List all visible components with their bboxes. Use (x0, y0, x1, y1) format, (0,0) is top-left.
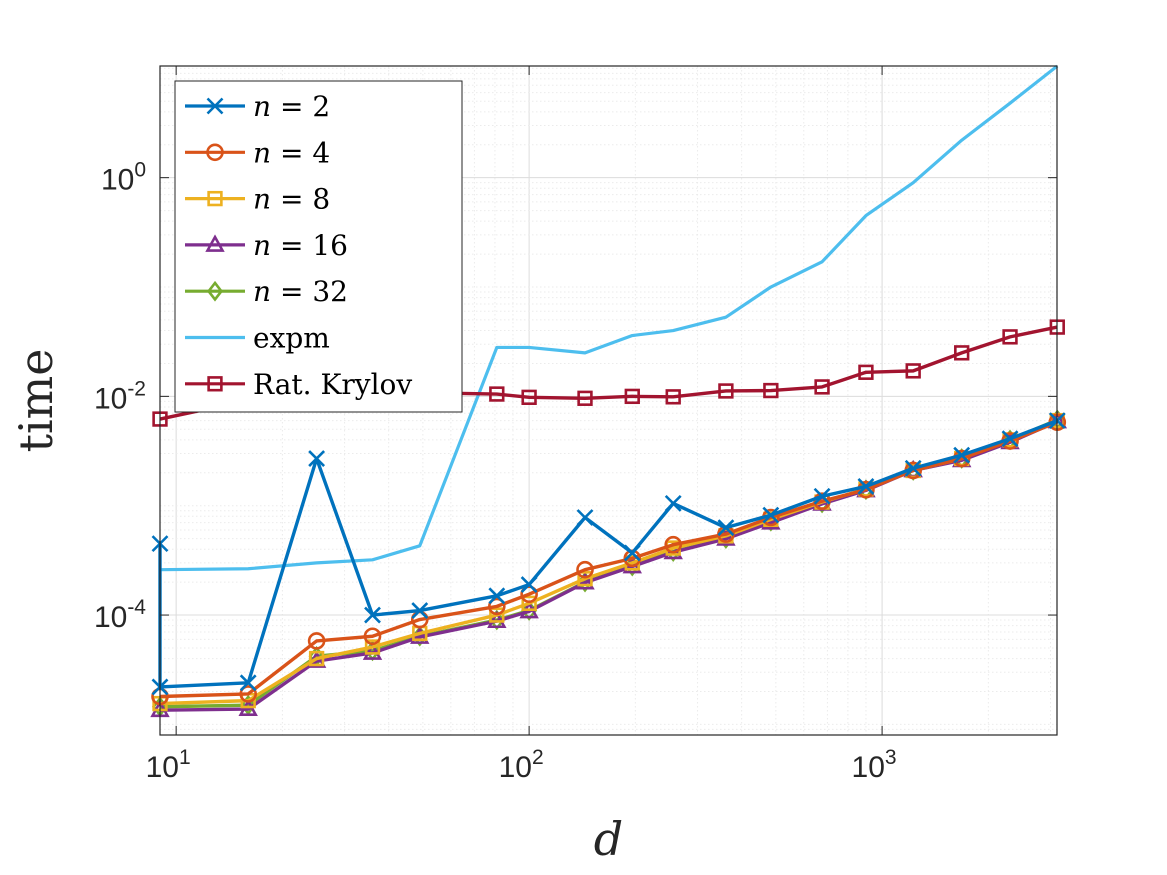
data-point (362, 642, 383, 660)
data-point (521, 595, 537, 612)
data-point (488, 597, 506, 616)
legend-label: n = 4 (253, 136, 330, 169)
data-point (520, 585, 538, 604)
data-point (858, 364, 874, 380)
legend-label: n = 8 (253, 183, 330, 216)
data-point (239, 674, 257, 692)
x-tick-label: 102 (499, 746, 544, 784)
data-point (487, 610, 507, 629)
data-point (307, 632, 326, 650)
legend-entry: n = 2 (185, 90, 330, 123)
legend-label: n = 16 (253, 229, 348, 262)
legend-entry: n = 32 (185, 275, 348, 308)
data-point (813, 487, 831, 505)
series-n-2 (151, 412, 1066, 696)
series-line (159, 64, 1059, 572)
data-point (954, 345, 970, 361)
legend-label: n = 32 (253, 275, 348, 308)
data-point (411, 602, 429, 619)
data-point (905, 363, 921, 379)
legend-label: Rat. Krylov (253, 368, 412, 401)
x-tick-label: 103 (852, 746, 897, 784)
series-line (159, 420, 1058, 699)
data-point (520, 576, 538, 593)
data-point (364, 606, 381, 624)
series-line (159, 419, 1058, 706)
data-point (953, 446, 971, 464)
data-point (813, 492, 831, 510)
legend-entry: expm (185, 322, 330, 355)
legend-marker (207, 376, 223, 392)
data-point (489, 386, 505, 402)
y-tick-label: 10-2 (94, 377, 146, 415)
x-axis-label: d (594, 812, 623, 866)
data-point (664, 535, 683, 554)
legend: n = 2 n = 4 n = 8 n = 16 n = 32 expm Rat. Kryl… (174, 80, 463, 413)
data-point (814, 379, 830, 395)
axis-ticks: 101 102 103 10-4 10-2 100 (94, 66, 1057, 784)
series-line (158, 419, 1058, 689)
data-point (521, 389, 537, 405)
data-point (239, 685, 257, 703)
data-point (624, 388, 640, 405)
data-point (576, 560, 594, 579)
data-point (1002, 329, 1018, 345)
legend-entry: n = 4 (185, 136, 330, 169)
legend-entry: Rat. Krylov (185, 368, 412, 401)
data-point (364, 639, 381, 655)
y-axis-label: time (9, 348, 63, 452)
data-point (904, 459, 922, 477)
legend-marker (206, 280, 224, 302)
legend-label: n = 2 (253, 90, 330, 123)
data-point (489, 607, 505, 623)
data-point (577, 390, 593, 406)
data-point (308, 650, 325, 667)
legend-label: expm (253, 322, 330, 355)
data-point (665, 389, 681, 405)
legend-entry: n = 16 (185, 229, 348, 262)
data-point (488, 587, 506, 605)
legend-marker (205, 234, 225, 252)
legend-entry: n = 8 (185, 183, 330, 216)
y-tick-label: 10-4 (94, 596, 146, 634)
series-n-4 (151, 413, 1067, 706)
data-point (717, 519, 735, 537)
series-n-8 (152, 412, 1065, 712)
legend-box (174, 80, 463, 413)
data-point (577, 571, 593, 587)
data-point (623, 544, 641, 562)
series-expm (159, 64, 1059, 572)
y-tick-label: 100 (101, 159, 146, 197)
data-point (718, 383, 734, 399)
data-point (576, 509, 594, 526)
legend-marker (206, 97, 224, 115)
axes-box (159, 65, 1058, 736)
legend-marker (207, 190, 223, 207)
data-point (762, 506, 780, 524)
legend-marker (206, 143, 224, 162)
data-point (857, 478, 875, 495)
data-point (1001, 430, 1019, 448)
x-tick-label: 101 (146, 746, 191, 784)
data-point (763, 382, 779, 399)
data-point (664, 494, 682, 512)
data-point (363, 627, 382, 646)
data-point (308, 450, 326, 467)
